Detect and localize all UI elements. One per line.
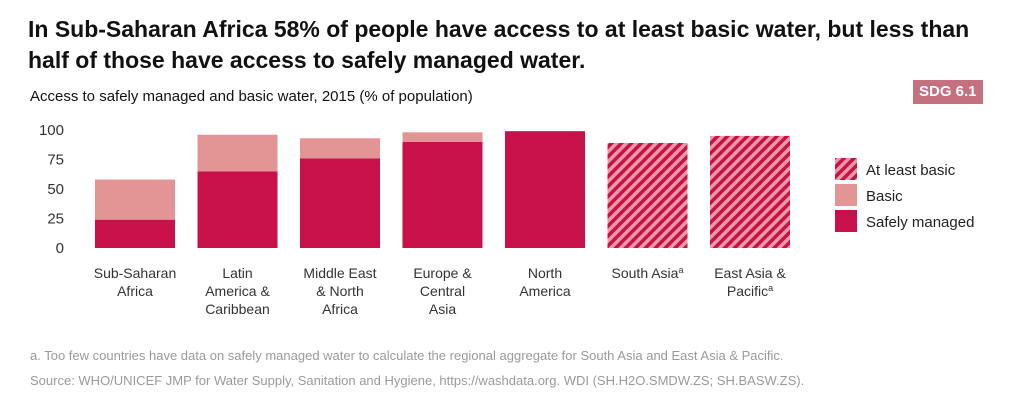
sdg-badge: SDG 6.1 <box>913 80 983 104</box>
bar-safely-managed <box>300 158 380 248</box>
y-axis: 0 25 50 75 100 <box>39 122 64 257</box>
chart-subtitle: Access to safely managed and basic water… <box>30 88 473 105</box>
bar-basic <box>300 138 380 159</box>
source-note: Source: WHO/UNICEF JMP for Water Supply,… <box>30 373 805 388</box>
y-tick-label: 50 <box>47 181 64 198</box>
bars <box>95 131 790 248</box>
category-label: America & <box>205 283 270 299</box>
category-label: Europe & <box>413 265 472 281</box>
x-axis-labels: Sub-Saharan Africa Latin America & Caribbean… <box>94 265 787 317</box>
bar-safely-managed <box>402 141 483 248</box>
category-label: & North <box>316 283 363 299</box>
category-label: America <box>519 283 571 299</box>
bar-safely-managed <box>197 171 278 248</box>
legend: At least basic Basic Safely managed <box>835 158 974 232</box>
bar-basic <box>402 132 483 142</box>
legend-label: Basic <box>866 188 903 205</box>
y-tick-label: 0 <box>56 240 64 257</box>
bar-at-least-basic <box>710 135 790 248</box>
category-label: Central <box>420 283 465 299</box>
category-label: North <box>528 265 562 281</box>
category-label: South Asiaa <box>612 265 684 281</box>
legend-swatch <box>835 184 857 206</box>
category-label: Africa <box>322 301 358 317</box>
category-label: Middle East <box>303 265 376 281</box>
category-label: Pacifica <box>727 283 773 299</box>
category-label: Sub-Saharan <box>94 265 177 281</box>
y-tick-label: 100 <box>39 122 64 139</box>
chart-title: In Sub-Saharan Africa 58% of people have… <box>28 16 970 73</box>
category-label: Latin <box>222 265 252 281</box>
category-label: East Asia & <box>714 265 786 281</box>
footnote-a: a. Too few countries have data on safely… <box>30 348 784 363</box>
legend-swatch <box>835 158 857 180</box>
bar-safely-managed <box>95 219 175 248</box>
category-label: Caribbean <box>205 301 270 317</box>
legend-label: At least basic <box>866 162 956 179</box>
bar-basic <box>95 179 175 220</box>
bar-at-least-basic <box>607 142 688 248</box>
legend-swatch <box>835 210 857 232</box>
category-label: Asia <box>429 301 456 317</box>
legend-label: Safely managed <box>866 214 974 231</box>
category-label: Africa <box>117 283 153 299</box>
bar-safely-managed <box>505 131 585 248</box>
bar-basic <box>197 134 278 172</box>
bar-chart: 0 25 50 75 100 Sub-Saharan Africa Latin America… <box>39 122 974 317</box>
y-tick-label: 75 <box>47 152 64 169</box>
y-tick-label: 25 <box>47 211 64 228</box>
